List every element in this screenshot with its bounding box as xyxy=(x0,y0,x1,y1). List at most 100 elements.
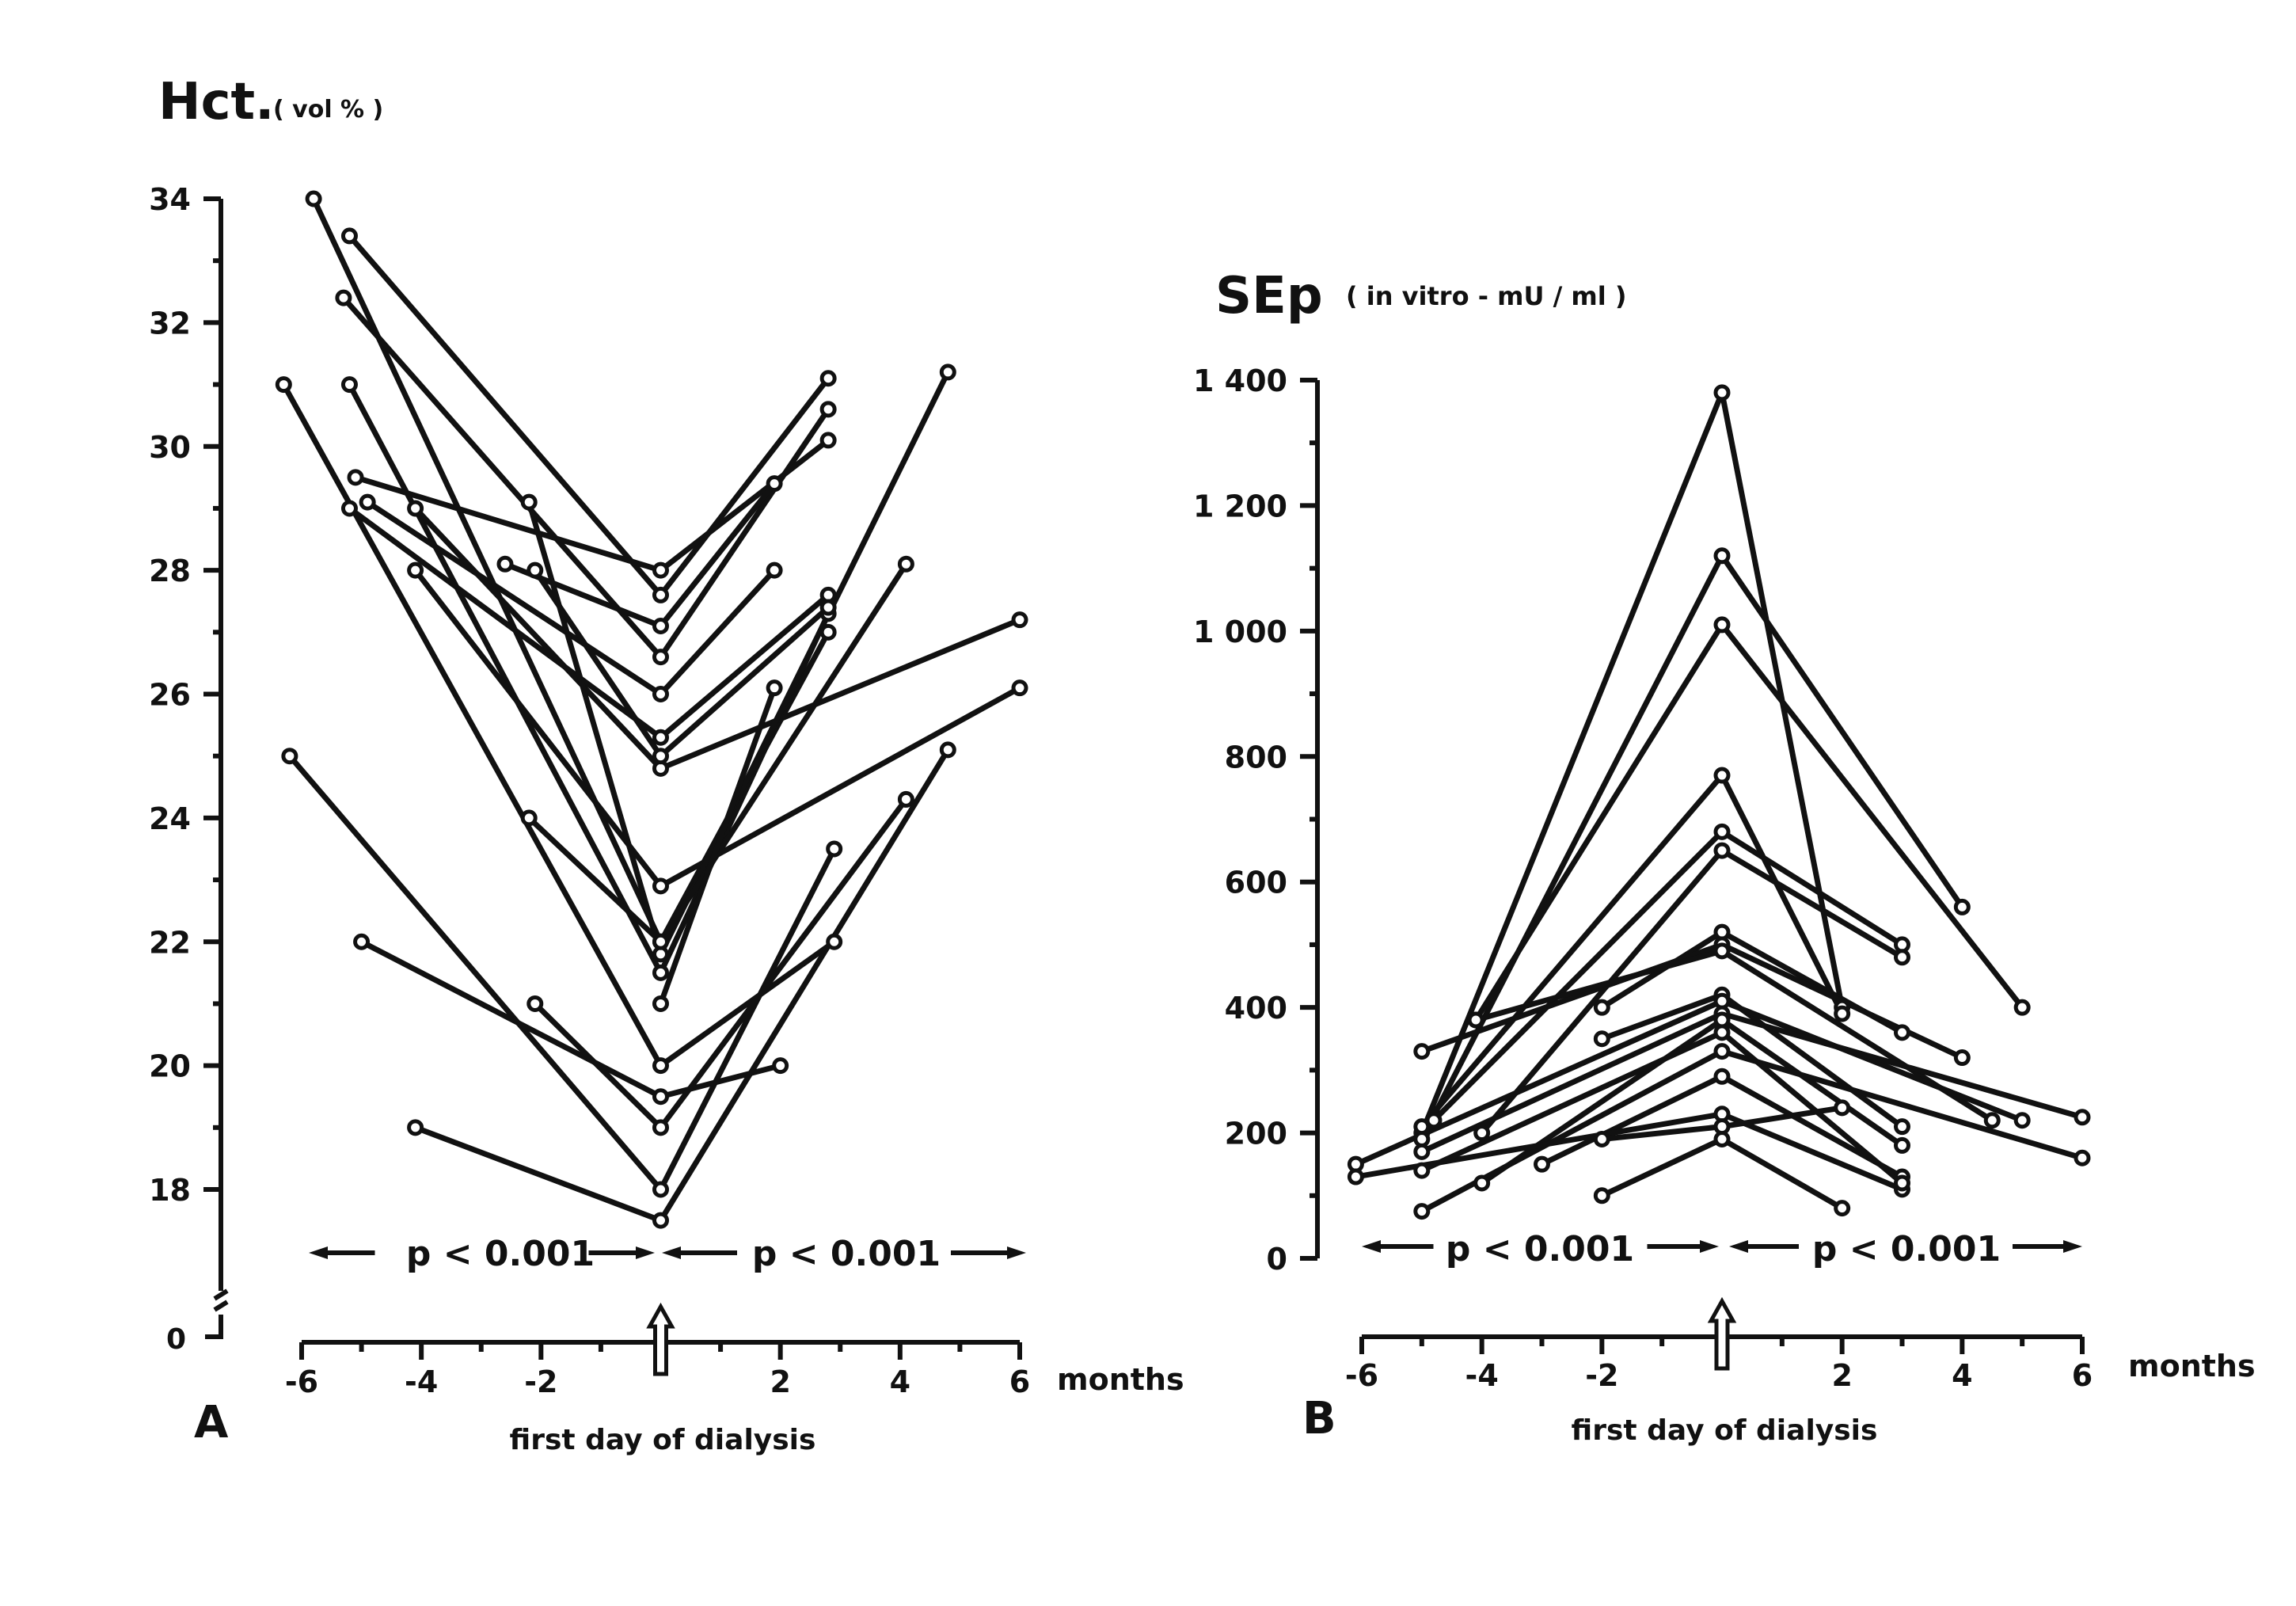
panel-b-data-point xyxy=(1413,1162,1431,1179)
panel-b-data-point xyxy=(1983,1112,2001,1129)
panel-a-pvalue-left: p < 0.001 xyxy=(406,1234,595,1274)
panel-a-series-line xyxy=(526,562,909,945)
panel-a-x-tick-label: -6 xyxy=(285,1364,318,1399)
panel-a-data-point xyxy=(305,190,322,207)
panel-a-data-point xyxy=(819,623,837,641)
panel-b-data-point xyxy=(1413,1118,1431,1136)
panel-b-x-tick-label: -6 xyxy=(1345,1358,1378,1393)
panel-a-series-line xyxy=(287,754,837,1193)
panel-a-data-point xyxy=(496,555,514,573)
panel-b-arrowhead-right-icon xyxy=(2063,1240,2082,1253)
panel-a-data-point xyxy=(652,1119,669,1136)
panel-b-series-line xyxy=(1420,1048,2083,1214)
panel-b-x-tick-label: 4 xyxy=(1952,1358,1972,1393)
panel-b-data-point xyxy=(1834,1200,1851,1217)
panel-a-x-tick-label: 2 xyxy=(770,1364,790,1399)
panel-a-data-point xyxy=(353,933,371,950)
panel-b-data-point xyxy=(1713,1024,1731,1041)
panel-a-series-line xyxy=(413,506,1021,771)
panel-a-data-point xyxy=(359,493,376,511)
panel-a-data-point xyxy=(819,599,837,616)
panel-b-y-tick-label: 800 xyxy=(1225,740,1287,774)
panel-a-y-tick-label: 24 xyxy=(149,801,191,836)
panel-a-series-line xyxy=(526,371,951,957)
panel-a-data-point xyxy=(772,1057,789,1075)
panel-b-data-point xyxy=(1894,1174,1910,1192)
panel-b-x-tick-label: -2 xyxy=(1585,1358,1618,1393)
panel-b-data-point xyxy=(2013,999,2031,1016)
panel-b-data-point xyxy=(1894,1024,1910,1041)
panel-a-data-point xyxy=(939,363,956,381)
panel-a-data-point xyxy=(1011,611,1028,629)
panel-b-data-point xyxy=(1413,1043,1431,1060)
panel-b-data-point xyxy=(1713,1067,1731,1085)
panel-b-arrowhead-right-icon xyxy=(1700,1240,1719,1253)
panel-b-data-point xyxy=(1713,823,1731,840)
panel-b-y-tick-label: 1 000 xyxy=(1193,615,1287,649)
panel-b-data-point xyxy=(1713,942,1731,960)
panel-b-unit: ( in vitro - mU / ml ) xyxy=(1346,281,1626,311)
panel-a-y-tick-label: 34 xyxy=(149,182,191,217)
panel-a-caption: first day of dialysis xyxy=(510,1424,816,1456)
panel-a-data-point xyxy=(526,995,544,1012)
panel-a-y-tick-label: 22 xyxy=(149,925,191,960)
panel-a-data-point xyxy=(652,995,669,1012)
panel-a-data-point xyxy=(652,729,669,746)
panel-b-data-point xyxy=(1953,1049,1971,1067)
panel-a-data-point xyxy=(652,1181,669,1198)
panel-a-data-point xyxy=(819,432,837,449)
panel-a-data-point xyxy=(897,555,914,573)
panel-a-axis-break xyxy=(213,1288,229,1312)
panel-b-data-point xyxy=(1593,1130,1610,1147)
panel-a-dialysis-start-arrow-icon xyxy=(646,1302,675,1376)
panel-b-plot: 0 200 400 600 800 1 000 1 200 1 400 -6 -4 -2 2 4 6 xyxy=(1193,363,2093,1393)
panel-a-data-point xyxy=(819,370,837,387)
panel-b-x-tick-label: -4 xyxy=(1465,1358,1499,1393)
panel-a-data-point xyxy=(652,748,669,765)
panel-a-series-line xyxy=(658,687,777,1005)
panel-b-dialysis-start-arrow-icon xyxy=(1707,1296,1737,1371)
panel-b-months-label: months xyxy=(2128,1349,2256,1383)
panel-a-y-tick-label: 20 xyxy=(149,1049,191,1084)
panel-b-data-point xyxy=(1425,1112,1443,1129)
panel-a-y-tick-label: 26 xyxy=(149,678,191,713)
panel-a-data-point xyxy=(652,933,669,950)
panel-a-x-tick-label: 4 xyxy=(890,1364,910,1399)
panel-a-data-point xyxy=(652,586,669,603)
panel-a-data-point xyxy=(407,1119,424,1136)
panel-b-data-point xyxy=(2074,1149,2091,1166)
panel-b-data-point xyxy=(2013,1112,2031,1129)
panel-a-data-point xyxy=(1011,679,1028,697)
panel-b-data-point xyxy=(1473,1125,1491,1142)
panel-b-data-point xyxy=(1347,1168,1364,1185)
panel-b-y-tick-label: 0 xyxy=(1267,1242,1287,1277)
panel-b-data-point xyxy=(1894,1118,1910,1136)
panel-b-data-point xyxy=(1894,949,1910,966)
panel-a-data-point xyxy=(652,1212,669,1229)
panel-a-data-point xyxy=(939,741,956,759)
panel-a-data-point xyxy=(340,227,358,245)
panel-a-data-point xyxy=(281,748,298,765)
panel-b-x-tick-label: 2 xyxy=(1831,1358,1852,1393)
panel-a-arrowhead-right-icon xyxy=(1007,1246,1026,1259)
panel-b-data-point xyxy=(1713,616,1731,634)
panel-b-data-point xyxy=(1534,1155,1550,1173)
panel-b-data-point xyxy=(1473,1174,1491,1192)
panel-a-data-point xyxy=(407,561,424,579)
panel-a-data-point xyxy=(407,500,424,517)
panel-b-data-point xyxy=(1834,1099,1851,1117)
panel-b-x-tick-label: 6 xyxy=(2072,1358,2093,1393)
panel-b-arrowhead-left-icon xyxy=(1362,1240,1381,1253)
panel-a-letter: A xyxy=(194,1397,229,1448)
panel-b-data-point xyxy=(1413,1143,1431,1160)
panel-a-unit: ( vol % ) xyxy=(273,96,383,124)
panel-b-y-tick-label: 400 xyxy=(1225,991,1287,1026)
panel-b-data-point xyxy=(1713,384,1731,402)
panel-b-y-tick-label: 200 xyxy=(1225,1117,1287,1151)
panel-a-data-point xyxy=(275,376,292,394)
panel-a-data-point xyxy=(652,561,669,579)
panel-a-data-point xyxy=(347,469,364,486)
panel-b-data-point xyxy=(1593,1030,1610,1048)
panel-b-caption: first day of dialysis xyxy=(1572,1414,1878,1447)
